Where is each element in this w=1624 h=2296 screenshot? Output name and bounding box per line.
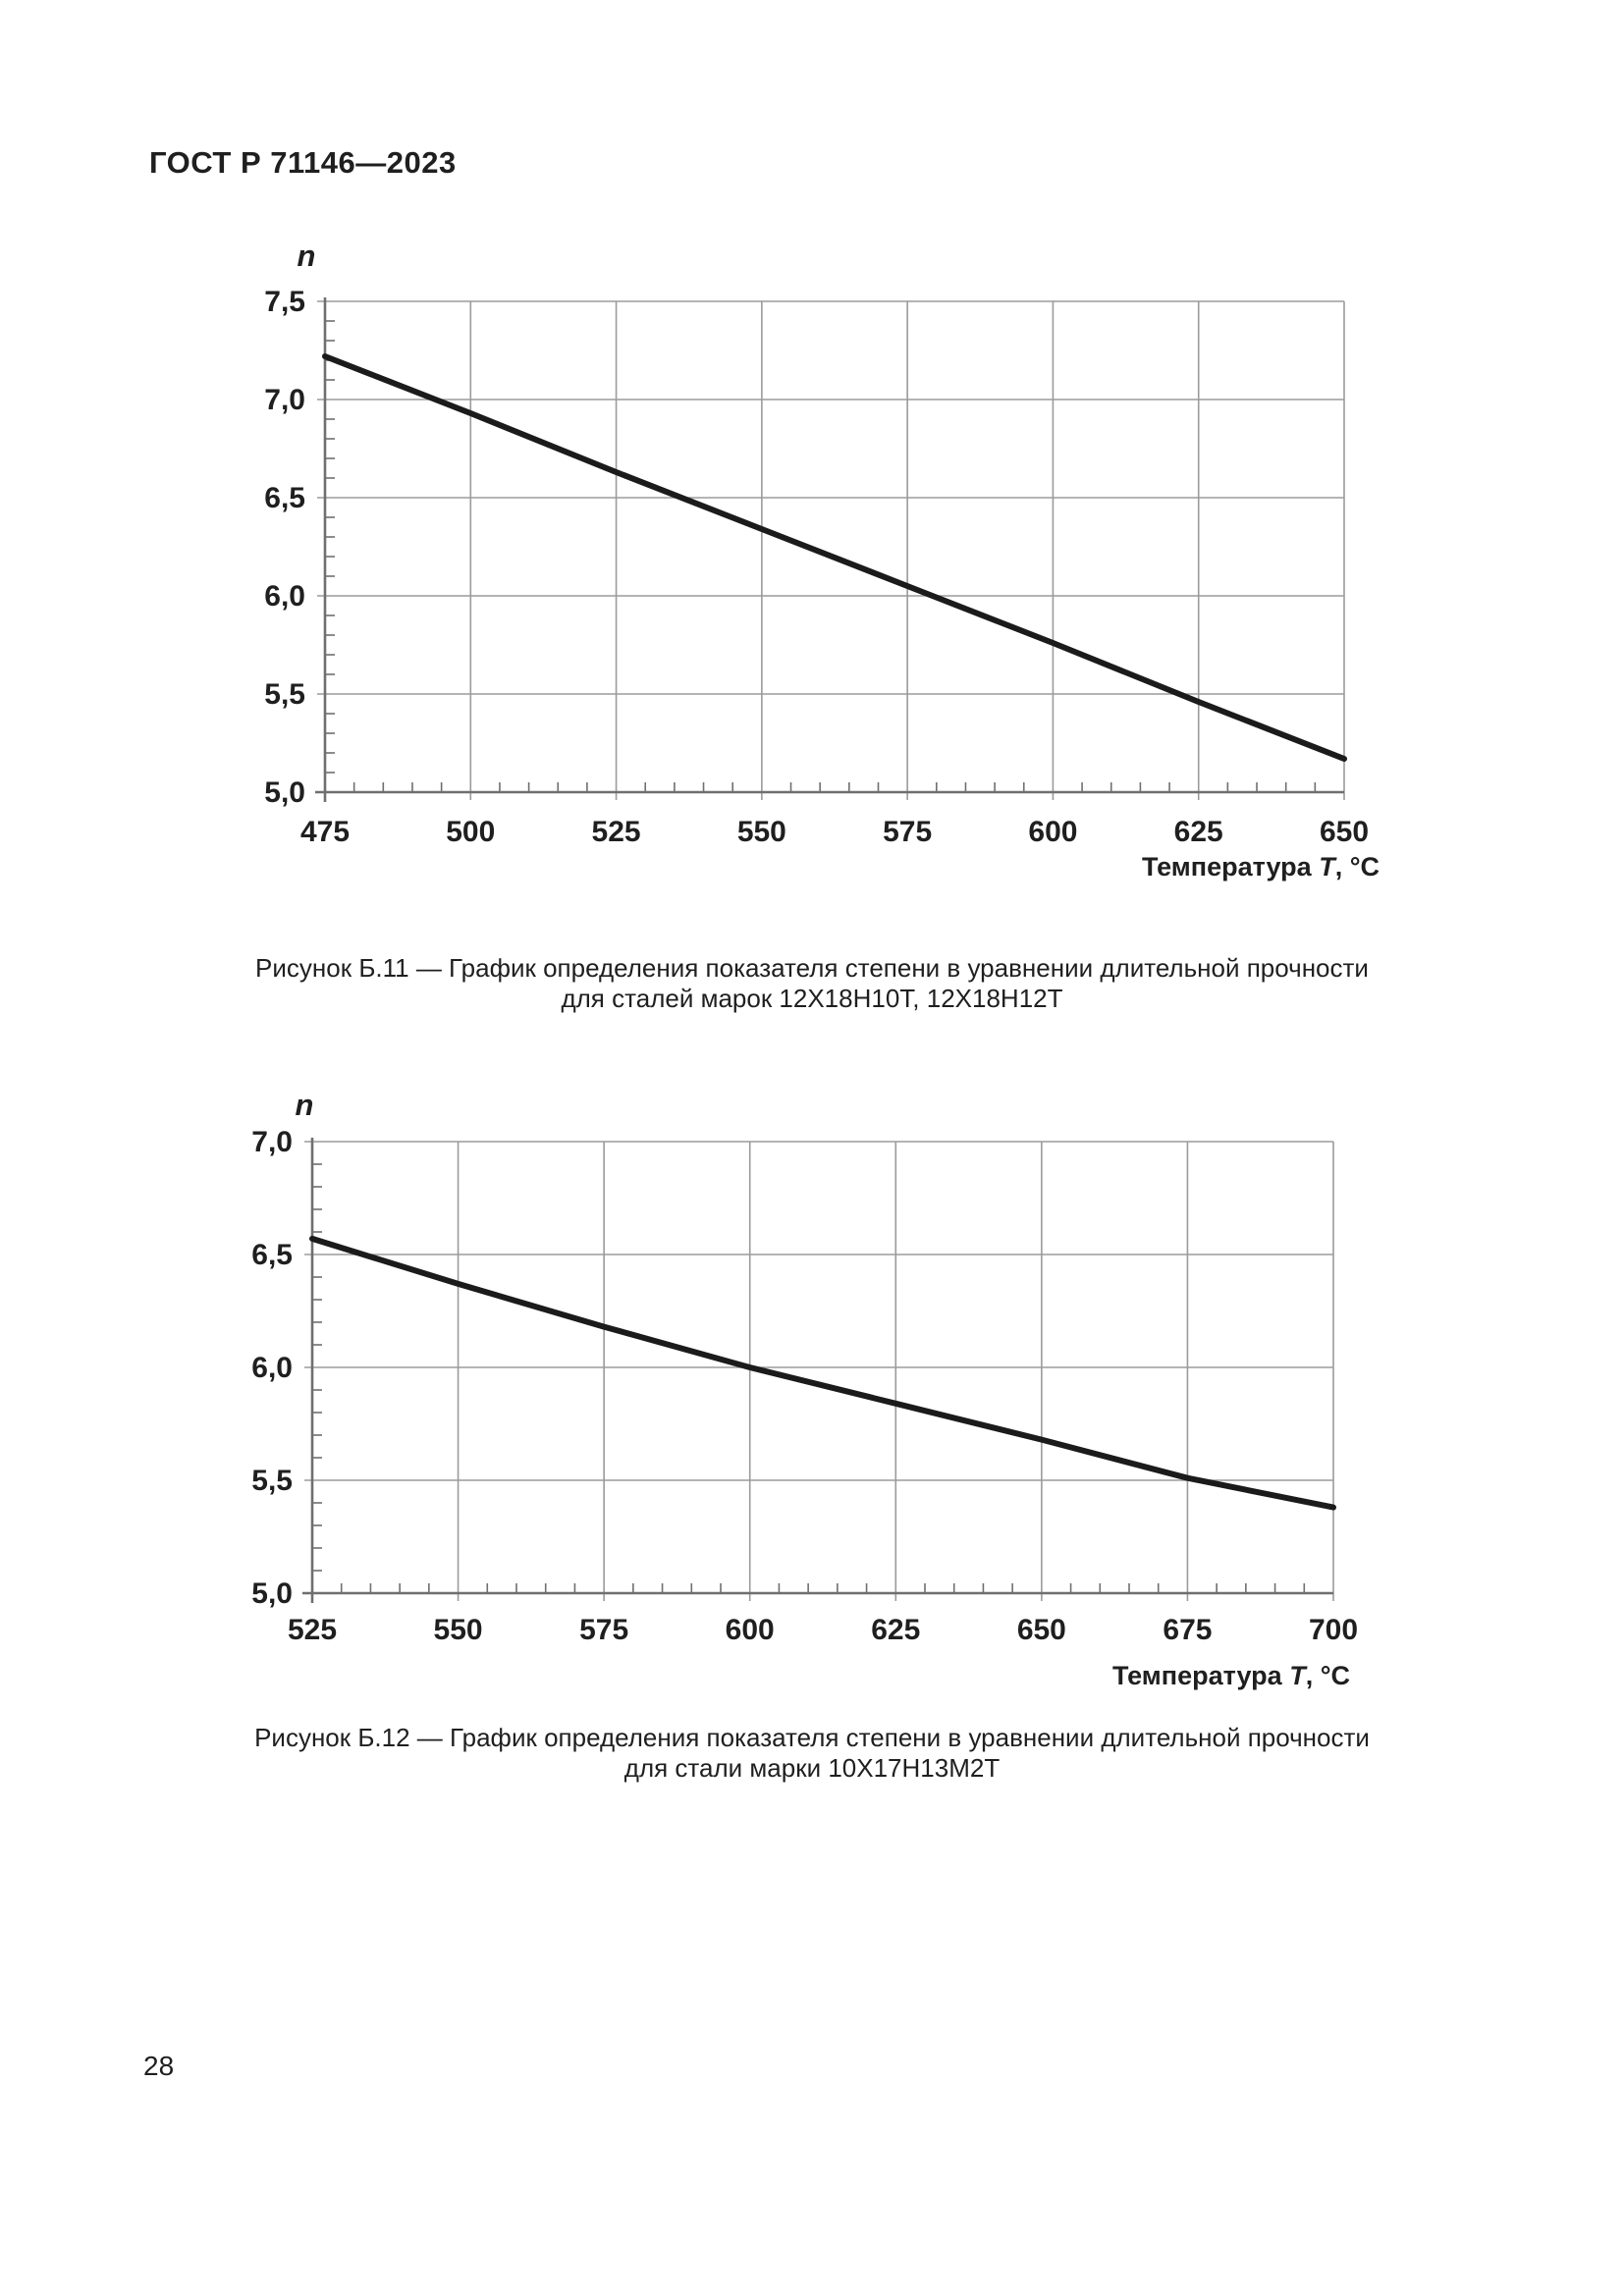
y-tick-label: 5,5 (264, 678, 305, 711)
axes (315, 297, 1344, 802)
gridlines (304, 1141, 1334, 1601)
y-axis-title-figure-b12: n (295, 1088, 314, 1122)
x-tick-label: 550 (434, 1614, 483, 1646)
tick-labels: 5,0 5,5 6,0 6,5 7,0 7,5 475 500 525 550 575 600 625 6… (264, 286, 1369, 848)
y-tick-label: 5,0 (251, 1577, 293, 1610)
x-axis-title-text: Температура (1142, 852, 1320, 881)
x-tick-label: 700 (1309, 1614, 1358, 1646)
y-tick-label: 5,0 (264, 776, 305, 809)
x-tick-label: 600 (726, 1614, 775, 1646)
y-tick-label: 6,5 (251, 1239, 293, 1271)
x-tick-label: 625 (1174, 816, 1223, 848)
x-tick-label: 500 (446, 816, 495, 848)
x-tick-label: 550 (737, 816, 786, 848)
caption-line-1: Рисунок Б.12 — График определения показа… (254, 1723, 1370, 1752)
page-number: 28 (143, 2051, 175, 2081)
x-tick-label: 675 (1163, 1614, 1212, 1646)
y-tick-label: 6,5 (264, 482, 305, 514)
x-axis-title-figure-b12: Температура T, °C (982, 1661, 1350, 1691)
x-axis-title-variable: T (1289, 1661, 1306, 1690)
y-axis-title-figure-b11: n (297, 239, 316, 273)
chart-figure-b11: 5,0 5,5 6,0 6,5 7,0 7,5 475 500 525 550 575 600 625 6… (264, 286, 1369, 848)
minor-ticks (312, 1163, 1306, 1593)
x-tick-label: 475 (300, 816, 350, 848)
caption-line-2: для сталей марок 12Х18Н10Т, 12Х18Н12Т (561, 984, 1063, 1013)
minor-ticks (325, 320, 1317, 792)
x-tick-label: 525 (288, 1614, 337, 1646)
y-tick-label: 7,0 (251, 1126, 293, 1158)
caption-figure-b11: Рисунок Б.11 — График определения показа… (125, 953, 1499, 1014)
y-tick-label: 6,0 (251, 1352, 293, 1384)
data-series-line (309, 1235, 1336, 1511)
x-axis-title-figure-b11: Температура T, °C (982, 852, 1380, 882)
caption-line-2: для стали марки 10Х17Н13М2Т (623, 1753, 1001, 1783)
x-axis-title-text: Температура (1112, 1661, 1290, 1690)
x-tick-label: 575 (579, 1614, 628, 1646)
y-tick-label: 7,0 (264, 384, 305, 416)
data-series-line (322, 353, 1347, 762)
caption-line-1: Рисунок Б.11 — График определения показа… (255, 953, 1369, 983)
x-tick-label: 600 (1028, 816, 1077, 848)
y-tick-label: 6,0 (264, 580, 305, 613)
x-axis-title-units: , °C (1305, 1661, 1350, 1690)
x-axis-title-units: , °C (1334, 852, 1380, 881)
x-tick-label: 575 (883, 816, 932, 848)
x-axis-title-variable: T (1319, 852, 1335, 881)
chart-figure-b12: 5,0 5,5 6,0 6,5 7,0 525 550 575 600 625 650 675 700 (251, 1126, 1358, 1646)
x-tick-label: 650 (1017, 1614, 1066, 1646)
axes (302, 1138, 1333, 1603)
x-tick-label: 525 (592, 816, 641, 848)
gridlines (317, 300, 1345, 800)
y-tick-label: 5,5 (251, 1465, 293, 1497)
tick-labels: 5,0 5,5 6,0 6,5 7,0 525 550 575 600 625 650 675 700 (251, 1126, 1358, 1646)
x-tick-label: 650 (1320, 816, 1369, 848)
document-code: ГОСТ Р 71146—2023 (149, 145, 457, 180)
x-tick-label: 625 (871, 1614, 920, 1646)
caption-figure-b12: Рисунок Б.12 — График определения показа… (125, 1723, 1499, 1784)
y-tick-label: 7,5 (264, 286, 305, 318)
